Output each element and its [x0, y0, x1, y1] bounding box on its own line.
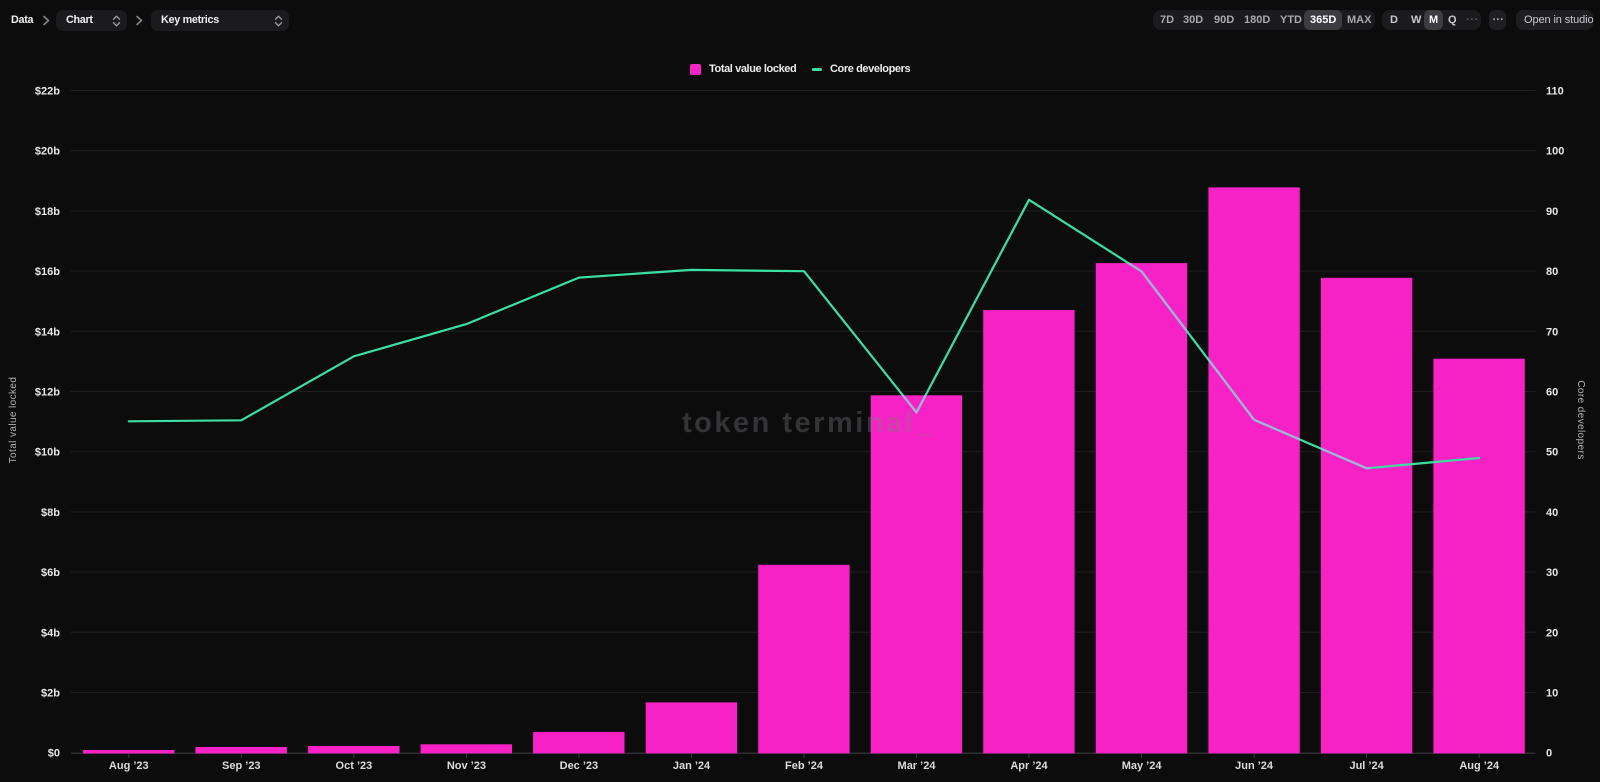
svg-text:May ’24: May ’24: [1122, 760, 1163, 772]
svg-text:80: 80: [1546, 266, 1558, 278]
svg-text:$8b: $8b: [41, 507, 60, 519]
svg-text:Oct ’23: Oct ’23: [336, 760, 373, 772]
svg-text:Feb ’24: Feb ’24: [785, 760, 824, 772]
svg-text:Total value locked: Total value locked: [8, 377, 19, 464]
svg-text:Jun ’24: Jun ’24: [1235, 760, 1274, 772]
svg-text:30: 30: [1546, 567, 1558, 579]
svg-text:Core developers: Core developers: [1575, 380, 1586, 459]
svg-text:$18b: $18b: [35, 206, 60, 218]
svg-text:10: 10: [1546, 688, 1558, 700]
svg-text:110: 110: [1546, 86, 1564, 98]
svg-text:Apr ’24: Apr ’24: [1010, 760, 1048, 772]
svg-text:Mar ’24: Mar ’24: [898, 760, 937, 772]
svg-text:Jan ’24: Jan ’24: [673, 760, 711, 772]
svg-text:50: 50: [1546, 447, 1558, 459]
svg-text:$22b: $22b: [35, 86, 60, 98]
svg-text:$14b: $14b: [35, 326, 60, 338]
svg-text:token terminal_: token terminal_: [682, 407, 934, 439]
svg-text:60: 60: [1546, 386, 1558, 398]
svg-text:$4b: $4b: [41, 627, 60, 639]
svg-text:0: 0: [1546, 748, 1552, 760]
svg-text:$16b: $16b: [35, 266, 60, 278]
svg-text:Sep ’23: Sep ’23: [222, 760, 261, 772]
svg-text:Aug ’23: Aug ’23: [109, 760, 149, 772]
svg-text:$12b: $12b: [35, 387, 60, 399]
svg-text:Jul ’24: Jul ’24: [1349, 760, 1384, 772]
svg-text:Nov ’23: Nov ’23: [447, 760, 486, 772]
svg-text:$0: $0: [48, 748, 60, 760]
svg-text:$10b: $10b: [35, 447, 60, 459]
svg-text:Dec ’23: Dec ’23: [560, 760, 599, 772]
svg-text:100: 100: [1546, 146, 1564, 158]
svg-text:$2b: $2b: [41, 688, 60, 700]
svg-text:20: 20: [1546, 627, 1558, 639]
svg-text:40: 40: [1546, 507, 1558, 519]
svg-text:70: 70: [1546, 326, 1558, 338]
svg-text:$20b: $20b: [35, 146, 60, 158]
svg-text:Aug ’24: Aug ’24: [1459, 760, 1500, 772]
svg-text:90: 90: [1546, 206, 1558, 218]
svg-text:$6b: $6b: [41, 567, 60, 579]
